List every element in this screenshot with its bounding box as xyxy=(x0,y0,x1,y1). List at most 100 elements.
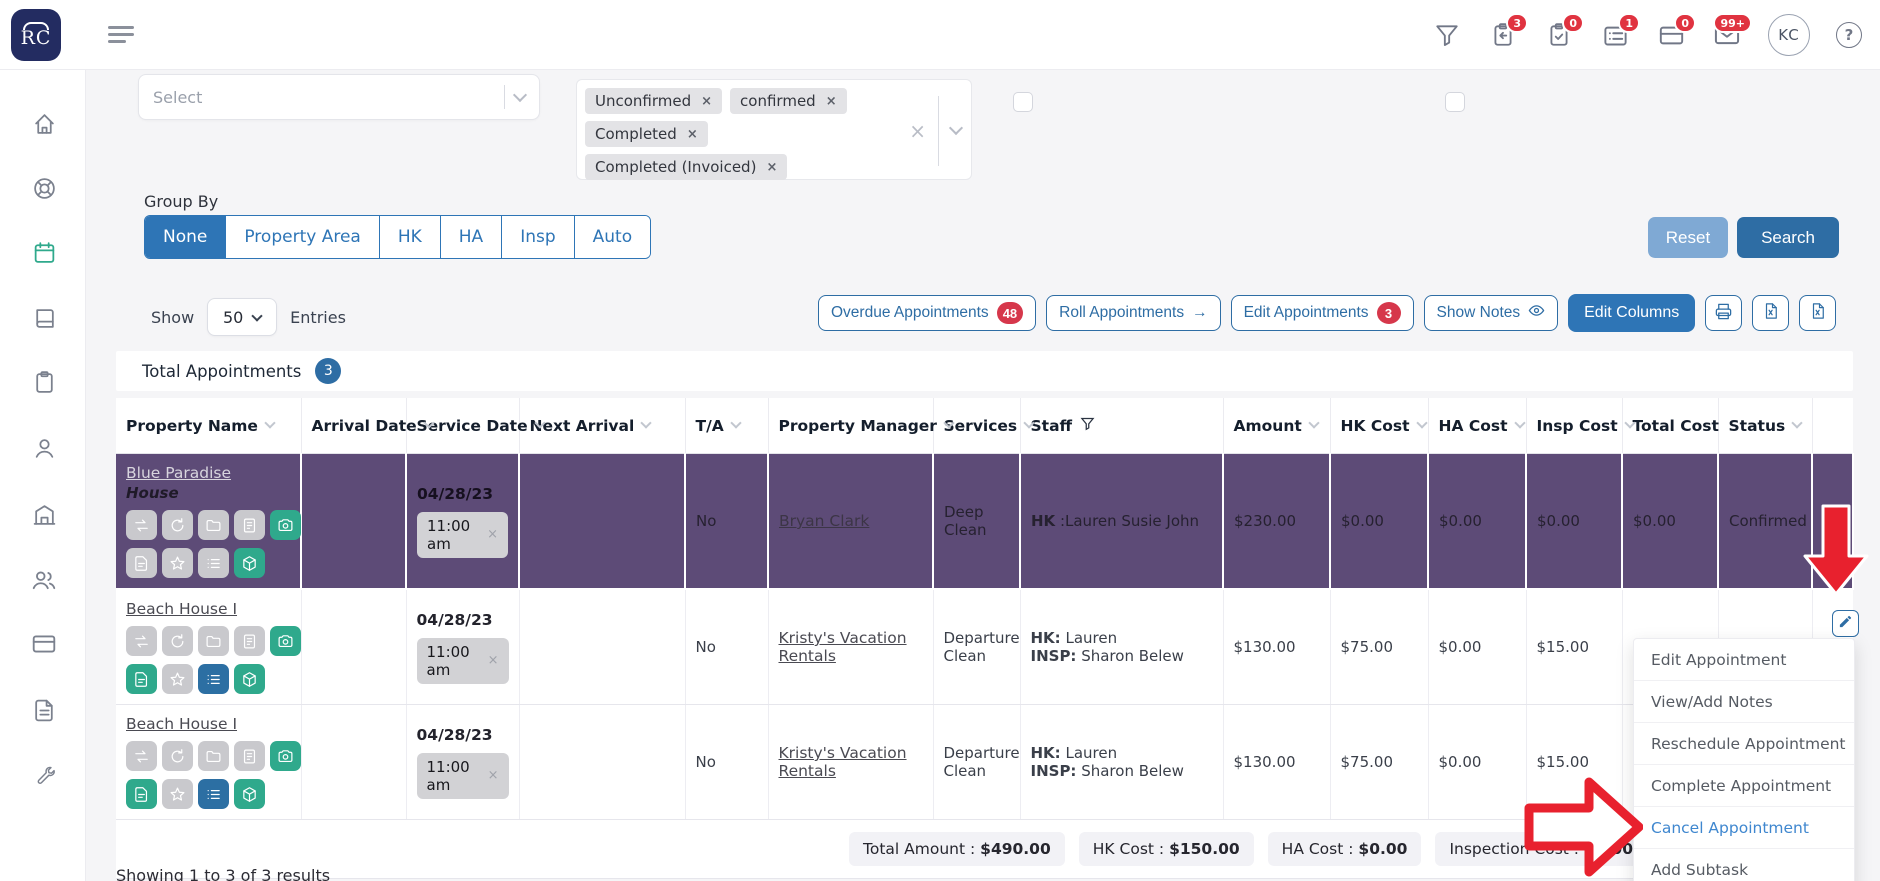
folder-icon[interactable] xyxy=(198,626,229,656)
menu-cancel-appointment[interactable]: Cancel Appointment xyxy=(1634,807,1854,849)
sidebar-item-teams[interactable] xyxy=(30,568,58,596)
list-icon[interactable] xyxy=(198,664,229,694)
sidebar-item-calendar[interactable] xyxy=(30,240,58,268)
sidebar-item-settings[interactable] xyxy=(30,764,58,792)
sidebar-item-properties[interactable] xyxy=(30,502,58,530)
group-by-ha[interactable]: HA xyxy=(440,216,503,258)
report-icon[interactable] xyxy=(234,510,265,540)
app-logo[interactable]: RC xyxy=(11,9,61,61)
row-edit-button[interactable] xyxy=(1832,610,1859,637)
star-icon[interactable] xyxy=(162,779,193,809)
col-property-name[interactable]: Property Name xyxy=(116,398,302,454)
cube-icon[interactable] xyxy=(234,664,265,694)
property-manager-link[interactable]: Kristy's Vacation Rentals xyxy=(778,629,907,665)
cube-icon[interactable] xyxy=(234,779,265,809)
menu-reschedule-appointment[interactable]: Reschedule Appointment xyxy=(1634,723,1854,765)
menu-view-add-notes[interactable]: View/Add Notes xyxy=(1634,681,1854,723)
edit-appointments-button[interactable]: Edit Appointments 3 xyxy=(1230,295,1414,331)
cube-icon[interactable] xyxy=(234,548,265,578)
sidebar-item-book[interactable] xyxy=(30,306,58,334)
report-icon[interactable] xyxy=(234,741,265,771)
menu-toggle-icon[interactable] xyxy=(108,26,134,47)
menu-edit-appointment[interactable]: Edit Appointment xyxy=(1634,639,1854,681)
sidebar-item-clipboard[interactable] xyxy=(30,370,58,398)
remove-tag-icon[interactable]: × xyxy=(686,126,698,142)
star-icon[interactable] xyxy=(162,548,193,578)
col-next-arrival[interactable]: Next Arrival xyxy=(519,398,686,454)
list-icon[interactable] xyxy=(198,548,229,578)
export-excel-button[interactable] xyxy=(1752,295,1790,331)
note-icon[interactable] xyxy=(126,779,157,809)
col-property-manager[interactable]: Property Manager xyxy=(768,398,955,454)
sync-icon[interactable] xyxy=(162,626,193,656)
col-amount[interactable]: Amount xyxy=(1223,398,1331,454)
swap-icon[interactable] xyxy=(126,626,157,656)
entries-select[interactable]: 50 xyxy=(207,298,278,336)
group-by-auto[interactable]: Auto xyxy=(574,216,651,258)
status-tag[interactable]: Unconfirmed × xyxy=(585,88,723,114)
search-button[interactable]: Search xyxy=(1737,217,1839,258)
status-multiselect[interactable]: Unconfirmed × confirmed × Completed × Compl… xyxy=(576,79,972,180)
remove-time-icon[interactable]: × xyxy=(487,527,498,542)
reset-button[interactable]: Reset xyxy=(1648,217,1728,258)
folder-icon[interactable] xyxy=(198,741,229,771)
roll-appointments-button[interactable]: Roll Appointments → xyxy=(1046,295,1221,331)
col-service-date[interactable]: Service Date xyxy=(406,398,546,454)
filter-checkbox-1[interactable] xyxy=(1013,92,1033,112)
col-services[interactable]: Services xyxy=(933,398,1035,454)
group-by-insp[interactable]: Insp xyxy=(502,216,575,258)
service-time-chip[interactable]: 11:00 am × xyxy=(416,752,509,799)
col-arrival-date[interactable]: Arrival Date xyxy=(301,398,435,454)
remove-tag-icon[interactable]: × xyxy=(825,93,837,109)
sidebar-item-reports[interactable] xyxy=(30,698,58,726)
service-time-chip[interactable]: 11:00 am × xyxy=(416,637,509,684)
chevron-down-icon[interactable] xyxy=(948,120,964,136)
sidebar-item-support[interactable] xyxy=(30,176,58,204)
mail-icon[interactable]: 99+ xyxy=(1712,13,1752,50)
camera-icon[interactable] xyxy=(270,510,301,540)
filter-funnel-icon[interactable] xyxy=(1080,416,1095,435)
clear-all-icon[interactable]: × xyxy=(909,118,926,143)
group-by-hk[interactable]: HK xyxy=(379,216,441,258)
group-by-property-area[interactable]: Property Area xyxy=(226,216,380,258)
print-button[interactable] xyxy=(1705,295,1743,331)
avatar[interactable]: KC xyxy=(1768,14,1810,56)
list-icon[interactable] xyxy=(198,779,229,809)
task-list-icon[interactable]: 1 xyxy=(1600,13,1640,50)
report-icon[interactable] xyxy=(234,626,265,656)
property-link[interactable]: Beach House I xyxy=(126,600,238,618)
col-staff[interactable]: Staff xyxy=(1020,398,1224,454)
star-icon[interactable] xyxy=(162,664,193,694)
show-notes-button[interactable]: Show Notes xyxy=(1423,295,1559,331)
swap-icon[interactable] xyxy=(126,741,157,771)
sidebar-item-user[interactable] xyxy=(30,436,58,464)
col-insp-cost[interactable]: Insp Cost xyxy=(1526,398,1636,454)
credit-card-icon[interactable]: 0 xyxy=(1656,13,1696,50)
remove-tag-icon[interactable]: × xyxy=(701,93,713,109)
note-icon[interactable] xyxy=(126,664,157,694)
col-ha-cost[interactable]: HA Cost xyxy=(1428,398,1527,454)
status-tag[interactable]: Completed (Invoiced) × xyxy=(585,154,788,180)
folder-icon[interactable] xyxy=(198,510,229,540)
filter-checkbox-2[interactable] xyxy=(1445,92,1465,112)
camera-icon[interactable] xyxy=(270,741,301,771)
export-excel-alt-button[interactable] xyxy=(1799,295,1837,331)
swap-icon[interactable] xyxy=(126,510,157,540)
remove-time-icon[interactable]: × xyxy=(487,768,499,783)
property-link[interactable]: Beach House I xyxy=(126,715,238,733)
sync-icon[interactable] xyxy=(162,510,193,540)
help-icon[interactable]: ? xyxy=(1836,22,1862,48)
note-icon[interactable] xyxy=(126,548,157,578)
remove-time-icon[interactable]: × xyxy=(487,653,499,668)
col-hk-cost[interactable]: HK Cost xyxy=(1330,398,1429,454)
filter-icon[interactable] xyxy=(1432,20,1462,50)
camera-icon[interactable] xyxy=(270,626,301,656)
sidebar-item-billing[interactable] xyxy=(30,632,58,660)
col-status[interactable]: Status xyxy=(1718,398,1813,454)
clipboard-check-icon[interactable]: 0 xyxy=(1544,13,1584,50)
property-manager-link[interactable]: Kristy's Vacation Rentals xyxy=(778,744,907,780)
menu-add-subtask[interactable]: Add Subtask xyxy=(1651,861,1749,879)
clipboard-arrow-icon[interactable]: 3 xyxy=(1488,13,1528,50)
menu-complete-appointment[interactable]: Complete Appointment xyxy=(1634,765,1854,807)
service-time-chip[interactable]: 11:00 am × xyxy=(417,511,508,558)
